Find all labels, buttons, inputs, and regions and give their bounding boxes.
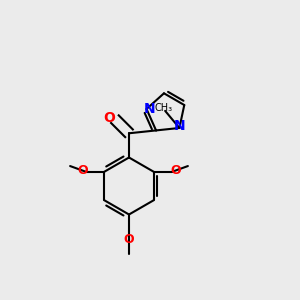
Text: N: N [174,119,185,134]
Text: O: O [170,164,181,177]
Text: CH₃: CH₃ [154,103,173,113]
Text: O: O [103,111,116,125]
Text: N: N [144,102,155,116]
Text: O: O [77,164,88,177]
Text: O: O [124,233,134,246]
